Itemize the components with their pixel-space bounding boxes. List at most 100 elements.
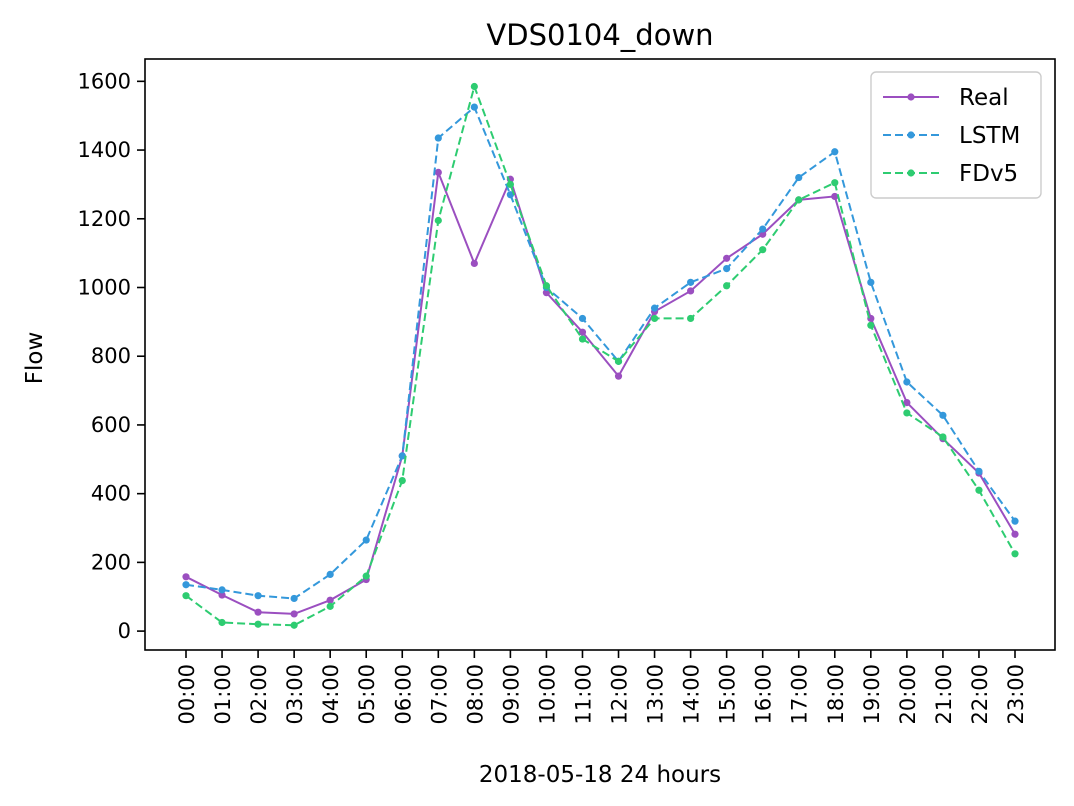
- data-point: [218, 618, 226, 627]
- plot-frame: [144, 58, 1056, 651]
- data-point: [759, 246, 767, 254]
- x-tick-label: 14:00: [680, 664, 704, 725]
- data-point: [326, 602, 334, 610]
- data-point: [614, 372, 623, 380]
- data-point: [470, 259, 478, 268]
- x-tick-label: 01:00: [211, 664, 235, 725]
- x-tick-label: 03:00: [283, 664, 307, 725]
- data-point: [867, 278, 875, 286]
- y-tick-label: 1600: [78, 69, 131, 93]
- data-point: [975, 467, 983, 475]
- data-point: [1011, 517, 1019, 525]
- data-point: [831, 179, 839, 187]
- chart-title: VDS0104_down: [486, 18, 713, 52]
- data-point: [578, 335, 587, 343]
- data-point: [614, 357, 623, 365]
- data-point: [650, 304, 659, 312]
- data-point: [759, 225, 767, 233]
- data-point: [723, 254, 731, 262]
- data-point: [434, 134, 442, 142]
- data-point: [650, 314, 659, 323]
- data-point: [939, 433, 947, 441]
- x-tick-label: 15:00: [716, 664, 740, 725]
- data-point: [182, 581, 190, 589]
- series-fdv5: [182, 82, 1019, 629]
- legend-label: Real: [959, 85, 1009, 111]
- plot-area: 0 200 400 600 800 1000 1200 1400 1600 00:00 01:00 0…: [78, 58, 1056, 725]
- data-point: [723, 264, 731, 273]
- data-point: [1011, 530, 1019, 538]
- data-point: [434, 216, 442, 225]
- data-point: [218, 586, 226, 594]
- data-point: [182, 592, 190, 600]
- data-point: [434, 168, 442, 176]
- y-tick-label: 0: [118, 619, 131, 643]
- y-tick-label: 1200: [78, 207, 131, 231]
- x-tick-label: 11:00: [571, 664, 595, 725]
- data-point: [939, 411, 947, 419]
- y-tick-label: 600: [91, 413, 131, 437]
- data-point: [398, 477, 406, 485]
- data-point: [867, 321, 875, 329]
- series-real: [182, 168, 1019, 618]
- x-tick-label: 00:00: [175, 664, 199, 725]
- data-point: [290, 621, 298, 629]
- data-point: [326, 596, 334, 604]
- data-point: [362, 536, 370, 544]
- data-point: [398, 452, 406, 460]
- data-point: [470, 82, 478, 91]
- series-lstm: [182, 103, 1019, 603]
- x-tick-label: 13:00: [644, 664, 668, 725]
- legend-label: LSTM: [959, 123, 1020, 149]
- legend-swatch-marker: [907, 169, 915, 177]
- data-point: [182, 573, 190, 581]
- x-tick-label: 23:00: [1004, 664, 1028, 725]
- data-point: [290, 594, 298, 603]
- data-point: [506, 180, 514, 189]
- x-tick-label: 09:00: [499, 664, 523, 725]
- data-point: [831, 148, 839, 156]
- legend-box: [870, 71, 1042, 199]
- x-tick-label: 05:00: [355, 664, 379, 725]
- x-tick-label: 17:00: [788, 664, 812, 725]
- data-point: [578, 314, 587, 323]
- data-point: [506, 191, 514, 199]
- x-tick-label: 02:00: [247, 664, 271, 725]
- data-point: [1011, 550, 1019, 558]
- x-tick-label: 21:00: [932, 664, 956, 725]
- series-line: [185, 105, 1016, 600]
- data-point: [687, 287, 695, 295]
- data-point: [687, 314, 695, 323]
- y-tick-label: 1000: [78, 275, 131, 299]
- y-tick-label: 800: [91, 344, 131, 368]
- x-tick-label: 12:00: [608, 664, 632, 725]
- data-point: [723, 282, 731, 290]
- data-point: [903, 409, 911, 417]
- y-tick-label: 400: [91, 482, 131, 506]
- data-point: [687, 278, 695, 286]
- x-tick-label: 04:00: [319, 664, 343, 725]
- data-point: [795, 173, 803, 182]
- y-tick-label: 200: [91, 550, 131, 574]
- x-axis-label: 2018-05-18 24 hours: [479, 762, 721, 788]
- x-tick-label: 18:00: [824, 664, 848, 725]
- x-tick-label: 06:00: [391, 664, 415, 725]
- data-point: [362, 572, 370, 580]
- data-point: [290, 610, 298, 618]
- data-point: [903, 399, 911, 407]
- legend-label: FDv5: [959, 161, 1018, 187]
- data-point: [542, 289, 551, 297]
- series-line: [185, 172, 1016, 615]
- data-point: [578, 328, 587, 336]
- legend-swatch-marker: [907, 93, 915, 101]
- legend-swatch-marker: [907, 131, 915, 139]
- x-tick-label: 07:00: [427, 664, 451, 725]
- legend: Real LSTM FDv5: [870, 71, 1042, 199]
- data-point: [542, 282, 551, 290]
- data-point: [831, 192, 839, 201]
- data-point: [254, 608, 262, 616]
- x-tick-label: 20:00: [896, 664, 920, 725]
- y-axis-label: Flow: [22, 332, 48, 385]
- series-line: [185, 83, 1016, 627]
- data-point: [254, 592, 262, 600]
